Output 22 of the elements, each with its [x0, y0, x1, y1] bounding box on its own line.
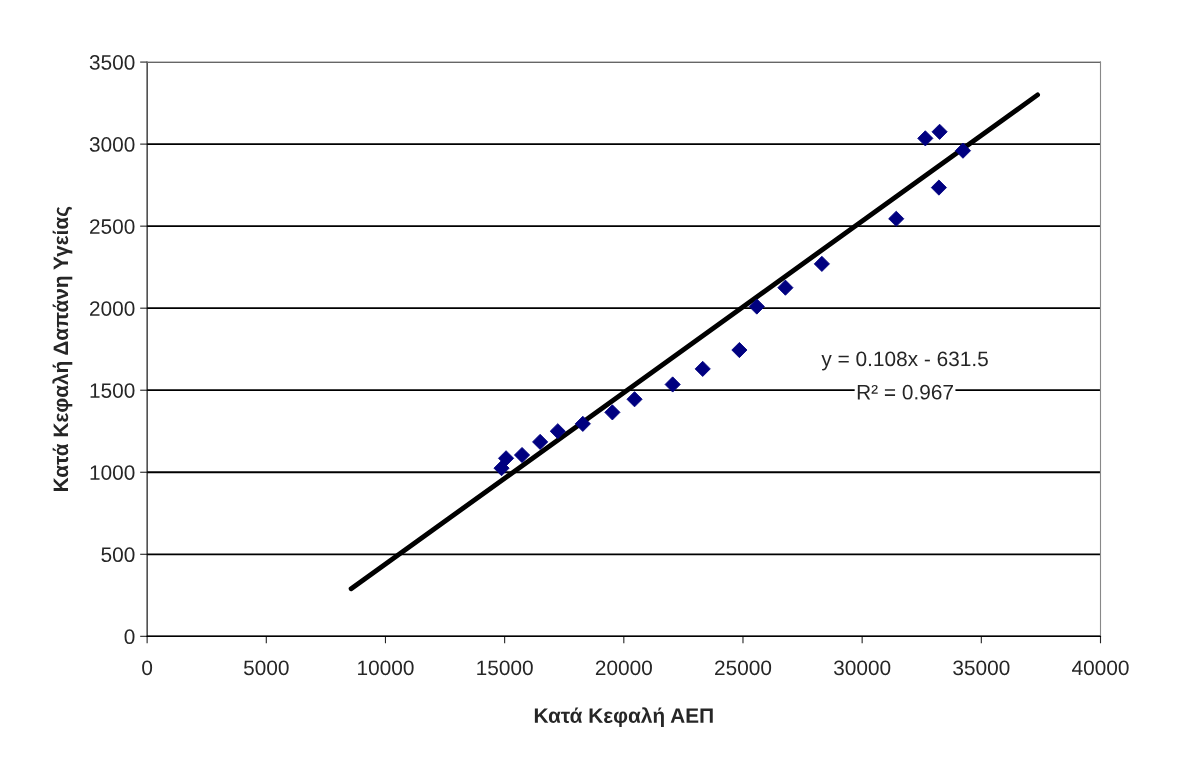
y-tick-label: 0	[124, 629, 135, 645]
y-tick-label: 3500	[89, 55, 135, 70]
y-tick-label: 500	[101, 547, 135, 563]
y-tick-label: 1500	[90, 383, 135, 398]
annotation: y = 0.108x - 631.5	[821, 351, 988, 371]
point	[930, 179, 947, 196]
x-tick-label: 40000	[1072, 660, 1129, 676]
y-tick-label: 2000	[90, 301, 135, 316]
x-axis-title: Κατά Κεφαλή ΑΕΠ	[534, 707, 713, 728]
annotation: R² = 0.967	[857, 384, 953, 400]
x-tick-label: 30000	[833, 660, 891, 676]
x-tick-label: 35000	[953, 660, 1010, 676]
x-tick-label: 20000	[595, 660, 652, 676]
x-tick-label: 5000	[243, 660, 289, 676]
x-tick-label: 15000	[477, 660, 533, 676]
y-tick-label: 2500	[90, 219, 135, 234]
y-tick-label: 3000	[89, 137, 135, 152]
x-tick-label: 0	[142, 660, 153, 676]
y-tick-label: 1000	[90, 465, 135, 481]
x-tick-label: 10000	[358, 660, 414, 676]
x-tick-label: 25000	[715, 660, 772, 676]
y-axis-title: Κατά Κεφαλή Δαπάνη Υγείας	[52, 206, 73, 491]
